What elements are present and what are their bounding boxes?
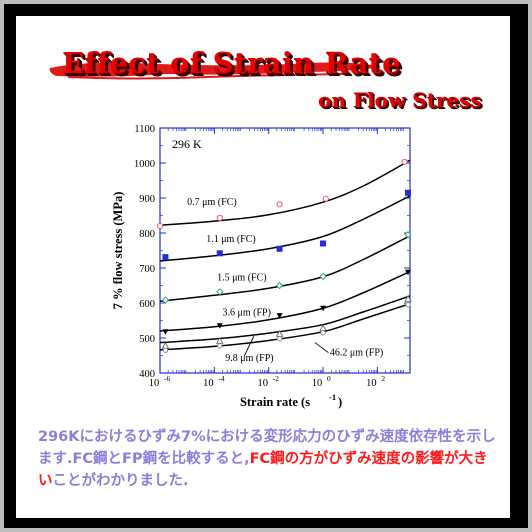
data-point [319, 272, 327, 281]
series-label: 1.1 μm (FC) [206, 234, 256, 245]
fit-curve-series-1 [160, 195, 410, 262]
leader-line-46-2 [314, 342, 329, 354]
y-axis-label: 7 % flow stress (MPa) [111, 192, 125, 310]
x-tick-label: 10 [312, 378, 323, 389]
data-point [162, 254, 169, 261]
data-point [404, 294, 412, 302]
leader-line-9-8 [243, 336, 255, 357]
slide-title: Effect of Strain Rate [62, 46, 401, 80]
data-point [161, 296, 170, 304]
x-axis-label-end: ) [338, 395, 342, 409]
data-point [276, 201, 283, 208]
series-label: 46.2 μm (FP) [330, 348, 383, 359]
series-label: 9.8 μm (FP) [225, 353, 273, 364]
data-point [216, 250, 223, 257]
y-tick-label: 700 [139, 264, 155, 275]
data-point [276, 245, 283, 252]
fit-curve-series-3 [160, 270, 410, 332]
data-point [320, 330, 326, 336]
x-tick-exponent: -2 [273, 374, 279, 383]
data-point [404, 231, 412, 239]
brush-stroke-decoration [49, 62, 382, 80]
description-part-1: 296Kにおけるひずみ7%における変形応力のひずみ速度依存性を示します.FC鋼と… [38, 429, 496, 467]
data-point [275, 281, 284, 290]
data-point [401, 158, 408, 166]
data-point [276, 313, 283, 319]
data-point [216, 214, 223, 222]
x-axis-label: Strain rate (s [240, 395, 310, 409]
x-tick-label: 10 [203, 378, 214, 389]
data-point [217, 343, 223, 349]
data-point [216, 288, 224, 296]
slide-subtitle: on Flow Stress [318, 88, 482, 112]
x-tick-exponent: 2 [381, 374, 385, 383]
data-point [322, 195, 329, 202]
series-label: 0.7 μm (FC) [187, 197, 237, 208]
description-part-3: ことがわかりました. [52, 473, 189, 489]
data-point [320, 305, 327, 312]
data-point [216, 323, 223, 329]
y-tick-label: 500 [139, 334, 155, 345]
x-tick-exponent: -4 [218, 374, 224, 383]
data-point [156, 222, 164, 230]
x-tick-label: 10 [257, 378, 268, 389]
data-point [276, 336, 283, 342]
data-point [162, 347, 169, 353]
y-tick-label: 1000 [134, 159, 155, 170]
x-tick-exponent: -6 [164, 374, 170, 383]
series-label: 3.6 μm (FP) [223, 307, 271, 318]
y-tick-label: 800 [139, 229, 155, 240]
y-tick-label: 600 [139, 299, 155, 310]
data-point [405, 189, 411, 196]
plot-area [159, 127, 411, 374]
x-tick-label: 10 [149, 378, 160, 389]
data-point [405, 302, 411, 308]
x-tick-label: 10 [366, 378, 377, 389]
series-label: 1.5 μm (FC) [217, 272, 267, 283]
y-tick-label: 400 [139, 369, 155, 380]
fit-curve-series-0 [160, 159, 410, 227]
y-tick-label: 900 [139, 194, 155, 205]
fit-curve-series-4 [160, 295, 410, 344]
fit-curve-series-5 [160, 302, 410, 351]
condition-label: 296 K [172, 137, 202, 151]
data-point [320, 240, 327, 247]
fit-curve-series-2 [160, 235, 410, 302]
description-part-2-highlight: FC鋼の方がひずみ速度の影響が大きい [38, 451, 488, 489]
y-tick-label: 1100 [134, 124, 155, 135]
x-tick-exponent: 0 [327, 374, 331, 383]
data-point [405, 269, 411, 276]
x-axis-label-exponent: -1 [329, 392, 336, 402]
data-point [162, 329, 169, 335]
description-text: 296Kにおけるひずみ7%における変形応力のひずみ速度依存性を示します.FC鋼と… [38, 426, 500, 492]
